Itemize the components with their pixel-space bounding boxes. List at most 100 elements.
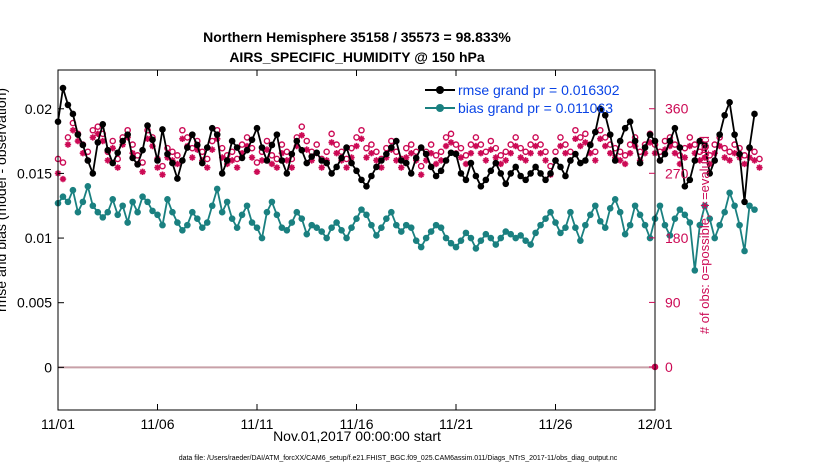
rmse-point <box>328 170 335 177</box>
obs-evaluated-marker <box>741 160 748 168</box>
rmse-point <box>626 118 634 126</box>
obs-evaluated-marker <box>348 154 355 161</box>
rmse-point <box>452 150 460 158</box>
obs-evaluated-marker <box>621 160 629 168</box>
bias-point <box>119 202 126 210</box>
rmse-point <box>383 150 390 158</box>
rmse-point <box>746 144 753 151</box>
obs-possible-marker <box>721 144 728 152</box>
obs-possible-marker <box>333 141 340 148</box>
bias-point <box>606 205 614 212</box>
obs-possible-marker <box>363 144 370 152</box>
bias-point <box>412 237 420 244</box>
rmse-point <box>353 167 360 175</box>
obs-evaluated-marker <box>343 164 350 171</box>
obs-evaluated-marker <box>706 160 713 168</box>
rmse-point <box>442 157 450 164</box>
chart-title: Northern Hemisphere 35158 / 35573 = 98.8… <box>203 29 511 45</box>
obs-evaluated-marker <box>144 135 151 143</box>
bias-point <box>447 239 455 247</box>
bias-point <box>74 208 82 216</box>
obs-evaluated-marker <box>288 164 296 171</box>
obs-evaluated-marker <box>278 150 286 157</box>
rmse-point <box>213 131 221 138</box>
rmse-point <box>233 144 241 151</box>
obs-possible-marker <box>621 152 629 159</box>
obs-evaluated-marker <box>179 135 186 143</box>
rmse-point <box>313 149 321 157</box>
obs-evaluated-marker <box>746 154 753 161</box>
rmse-point <box>64 101 72 109</box>
rmse-point <box>263 157 271 164</box>
plot-area <box>54 84 763 371</box>
rmse-point <box>492 159 500 167</box>
obs-evaluated-marker <box>328 139 335 146</box>
rmse-point <box>457 170 465 177</box>
x-tick-label: 11/11 <box>241 416 274 432</box>
obs-evaluated-marker <box>358 135 365 143</box>
obs-evaluated-marker <box>194 146 201 153</box>
rmse-point <box>154 157 161 164</box>
obs-evaluated-marker <box>646 139 654 146</box>
x-tick-label: 11/16 <box>340 416 374 432</box>
obs-evaluated-marker <box>711 150 718 157</box>
bias-point <box>552 219 559 226</box>
obs-evaluated-marker <box>502 157 509 164</box>
rmse-point <box>79 141 87 149</box>
bias-point <box>636 211 644 219</box>
obs-evaluated-marker <box>691 150 698 157</box>
bias-point <box>84 183 92 190</box>
obs-evaluated-marker <box>293 142 300 150</box>
bias-point <box>243 202 251 210</box>
bias-point <box>383 215 390 222</box>
obs-evaluated-marker <box>562 150 569 157</box>
obs-evaluated-marker <box>308 157 315 164</box>
legend-bias-marker <box>436 104 444 112</box>
obs-possible-marker <box>572 126 579 134</box>
bias-point <box>258 234 266 242</box>
bias-point <box>263 208 271 216</box>
bias-point <box>716 221 723 229</box>
bias-point <box>422 234 430 242</box>
obs-evaluated-marker <box>701 154 708 161</box>
legend-bias-label: bias grand pr = 0.011063 <box>458 100 613 116</box>
rmse-point <box>507 170 515 177</box>
rmse-point <box>621 124 629 132</box>
bias-point <box>592 202 599 210</box>
bias-point <box>616 208 624 216</box>
bias-point <box>293 208 301 216</box>
obs-possible-marker <box>462 152 470 159</box>
y-tick-label: 0.015 <box>17 165 52 181</box>
rmse-point <box>731 131 738 138</box>
obs-evaluated-marker <box>592 157 599 164</box>
rmse-point <box>582 157 589 164</box>
rmse-point <box>139 146 146 154</box>
obs-evaluated-marker <box>189 154 196 161</box>
bias-point <box>273 211 281 219</box>
rmse-point <box>323 159 330 167</box>
obs-evaluated-marker <box>209 146 216 153</box>
y2-tick-label: 90 <box>665 294 681 310</box>
bias-point <box>557 229 564 237</box>
rmse-point <box>527 170 534 177</box>
rmse-point <box>184 144 191 151</box>
obs-evaluated-marker <box>432 160 440 168</box>
rmse-point <box>59 84 67 92</box>
rmse-point <box>402 159 410 167</box>
obs-evaluated-marker <box>94 130 101 138</box>
bias-point <box>751 206 758 213</box>
rmse-point <box>741 198 748 206</box>
bias-point <box>542 215 549 222</box>
rmse-point <box>198 159 206 167</box>
rmse-point <box>159 126 166 133</box>
chart-subtitle: AIRS_SPECIFIC_HUMIDITY @ 150 hPa <box>229 49 485 65</box>
obs-evaluated-marker <box>462 160 470 168</box>
obs-evaluated-marker <box>408 150 415 157</box>
data-file-footnote: data file: /Users/raeder/DAI/ATM_forcXX/… <box>179 455 618 462</box>
x-axis-label: Nov.01,2017 00:00:00 start <box>273 428 441 444</box>
rmse-point <box>238 154 246 162</box>
bias-point <box>696 221 704 229</box>
rmse-point <box>437 167 445 175</box>
rmse-point <box>179 157 186 164</box>
rmse-point <box>273 131 281 138</box>
